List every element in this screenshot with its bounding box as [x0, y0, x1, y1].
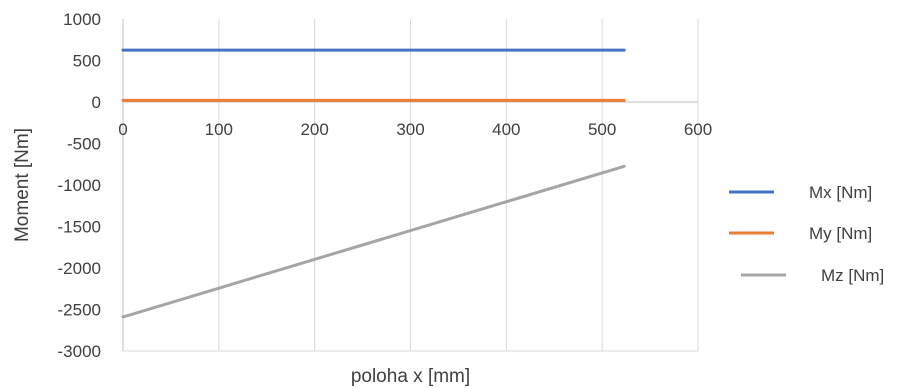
- x-tick-label: 100: [205, 120, 233, 139]
- y-axis-title: Moment [Nm]: [12, 128, 33, 242]
- chart-axes: [122, 19, 698, 352]
- x-tick-label: 0: [118, 120, 127, 139]
- x-tick-label: 300: [396, 120, 424, 139]
- x-tick-label: 400: [492, 120, 520, 139]
- y-tick-label: -1000: [58, 176, 101, 195]
- legend-label-1: Mx [Nm]: [809, 183, 872, 202]
- y-tick-label: 0: [92, 93, 101, 112]
- y-tick-label: -2000: [58, 259, 101, 278]
- legend-label-3: Mz [Nm]: [821, 266, 884, 285]
- y-tick-label: 1000: [63, 10, 101, 29]
- x-tick-label: 500: [588, 120, 616, 139]
- y-axis-tick-labels: 1000 500 0 -500 -1000 -1500 -2000 -2500 -3000: [58, 10, 101, 361]
- y-tick-label: 500: [73, 52, 101, 71]
- series-line-3: [121, 164, 626, 319]
- x-tick-label: 600: [684, 120, 712, 139]
- y-tick-label: -1500: [58, 218, 101, 237]
- x-tick-label: 200: [300, 120, 328, 139]
- x-axis-tick-labels: 0 100 200 300 400 500 600: [118, 120, 712, 139]
- x-axis-title: poloha x [mm]: [351, 366, 470, 387]
- y-tick-label: -500: [67, 135, 101, 154]
- series-lines: [121, 48, 626, 319]
- legend-label-2: My [Nm]: [809, 224, 872, 243]
- y-tick-label: -2500: [58, 301, 101, 320]
- chart-legend: Mx [Nm] My [Nm] Mz [Nm]: [729, 183, 884, 285]
- y-tick-label: -3000: [58, 342, 101, 361]
- vertical-gridlines: [218, 19, 699, 351]
